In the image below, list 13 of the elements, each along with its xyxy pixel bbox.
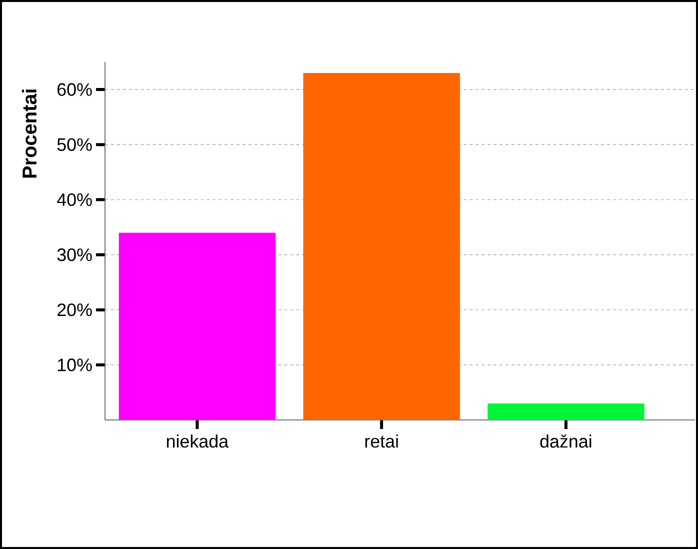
bar [488, 403, 644, 420]
y-tick-label: 40% [57, 193, 92, 206]
y-tick-label: 20% [58, 303, 92, 316]
y-tick-label: 60% [58, 83, 92, 96]
x-tick-label: dažnai [540, 434, 592, 448]
y-axis-title: Procentai [22, 90, 37, 178]
bar [118, 232, 276, 420]
x-tick-label: retai [365, 434, 398, 448]
x-tick-label: niekada [166, 434, 229, 448]
bar [303, 73, 460, 420]
y-tick-label: 10% [58, 358, 92, 372]
y-tick-label: 50% [57, 138, 92, 151]
y-tick-label: 30% [57, 248, 92, 262]
